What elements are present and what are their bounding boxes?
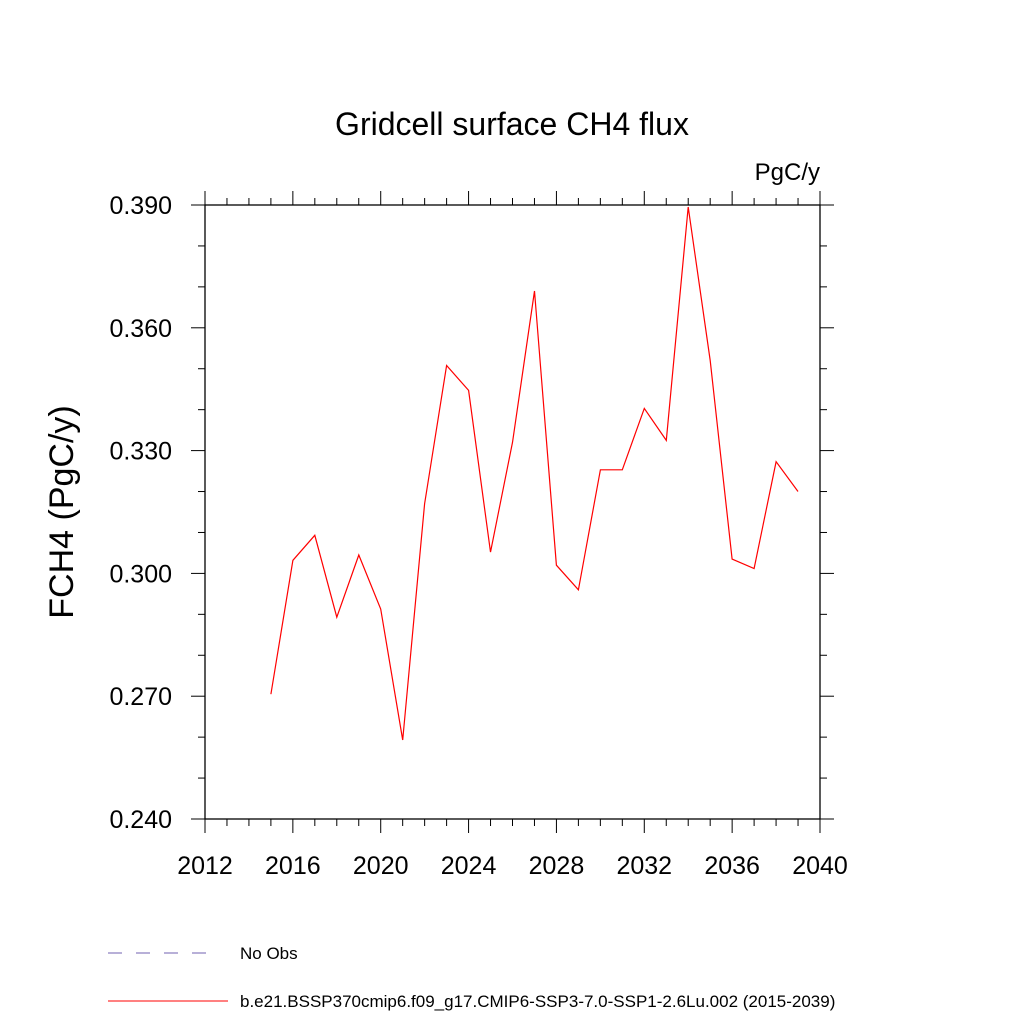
series-line-0 [270, 206, 799, 741]
y-tick-label: 0.240 [109, 806, 172, 834]
x-tick-label: 2012 [177, 852, 233, 880]
legend-label-series: b.e21.BSSP370cmip6.f09_g17.CMIP6-SSP3-7.… [240, 992, 835, 1011]
units-label: PgC/y [755, 159, 820, 186]
x-tick-label: 2016 [265, 852, 321, 880]
x-tick-label: 2040 [792, 852, 848, 880]
x-tick-label: 2032 [616, 852, 672, 880]
axis-ticks: 2012 2016 2020 2024 2028 2032 2036 2040 0.240 0.2… [109, 191, 848, 880]
plot-frame [204, 204, 821, 820]
legend-label-no-obs: No Obs [240, 944, 298, 963]
x-tick-label: 2036 [704, 852, 760, 880]
legend: No Obs b.e21.BSSP370cmip6.f09_g17.CMIP6-… [108, 944, 835, 1011]
y-tick-label: 0.300 [109, 560, 172, 588]
y-axis-label: FCH4 (PgC/y) [43, 405, 81, 618]
x-tick-label: 2020 [353, 852, 409, 880]
chart-title: Gridcell surface CH4 flux [335, 106, 689, 142]
y-tick-label: 0.330 [109, 438, 172, 466]
y-tick-label: 0.270 [109, 683, 172, 711]
y-tick-label: 0.390 [109, 192, 172, 220]
x-tick-label: 2024 [441, 852, 497, 880]
x-tick-label: 2028 [529, 852, 585, 880]
y-tick-label: 0.360 [109, 315, 172, 343]
series-layer [270, 206, 799, 741]
